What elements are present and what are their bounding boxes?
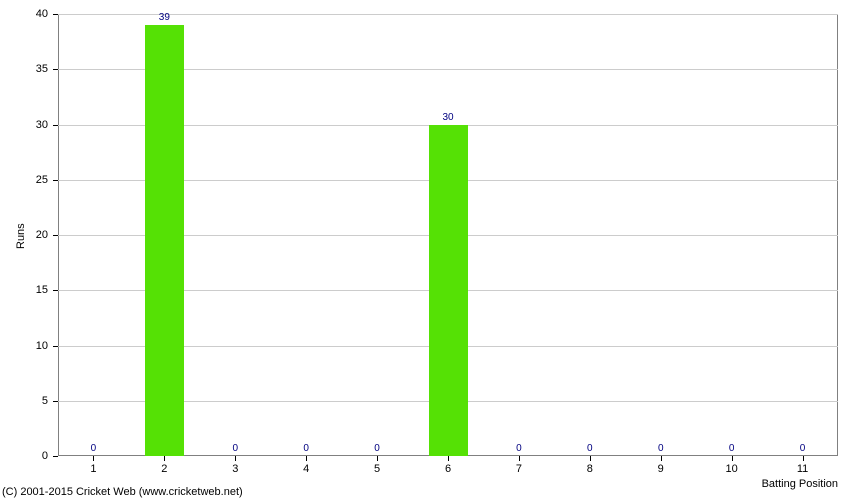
y-tick	[53, 180, 58, 181]
bar-value-label: 0	[729, 443, 735, 454]
y-tick	[53, 290, 58, 291]
x-tick-label: 5	[374, 463, 380, 475]
y-axis-title: Runs	[15, 223, 27, 249]
bar-value-label: 0	[232, 443, 238, 454]
x-tick	[235, 456, 236, 461]
plot-area: 0390003000000	[58, 14, 838, 456]
x-tick-label: 4	[303, 463, 309, 475]
x-tick	[448, 456, 449, 461]
x-tick-label: 8	[587, 463, 593, 475]
bar-value-label: 0	[303, 443, 309, 454]
x-tick-label: 9	[658, 463, 664, 475]
x-tick	[803, 456, 804, 461]
x-tick	[377, 456, 378, 461]
bar-value-label: 0	[800, 443, 806, 454]
bar-value-label: 30	[442, 112, 453, 123]
x-tick	[164, 456, 165, 461]
x-axis-title: Batting Position	[762, 478, 838, 490]
bar	[429, 125, 468, 457]
copyright-text: (C) 2001-2015 Cricket Web (www.cricketwe…	[2, 486, 243, 498]
x-tick-label: 6	[445, 463, 451, 475]
y-tick	[53, 346, 58, 347]
y-tick	[53, 14, 58, 15]
y-tick-label: 25	[0, 174, 48, 186]
y-tick-label: 5	[0, 395, 48, 407]
y-tick	[53, 456, 58, 457]
y-tick	[53, 69, 58, 70]
bar-value-label: 0	[374, 443, 380, 454]
y-tick-label: 30	[0, 119, 48, 131]
x-tick-label: 11	[797, 463, 808, 475]
y-tick-label: 40	[0, 8, 48, 20]
x-tick	[590, 456, 591, 461]
y-tick-label: 10	[0, 340, 48, 352]
y-tick-label: 15	[0, 284, 48, 296]
y-tick	[53, 401, 58, 402]
x-tick	[661, 456, 662, 461]
y-tick-label: 0	[0, 450, 48, 462]
bar-value-label: 0	[91, 443, 97, 454]
bar	[145, 25, 184, 456]
bar-value-label: 0	[516, 443, 522, 454]
y-tick	[53, 235, 58, 236]
y-gridline	[58, 14, 838, 15]
chart-container: 0390003000000 05101520253035401234567891…	[0, 0, 850, 500]
x-tick-label: 7	[516, 463, 522, 475]
y-tick-label: 35	[0, 63, 48, 75]
x-tick-label: 1	[90, 463, 96, 475]
x-tick	[93, 456, 94, 461]
y-tick	[53, 125, 58, 126]
bar-value-label: 0	[658, 443, 664, 454]
x-tick	[519, 456, 520, 461]
bar-value-label: 0	[587, 443, 593, 454]
x-tick-label: 2	[161, 463, 167, 475]
x-tick	[306, 456, 307, 461]
x-tick-label: 10	[726, 463, 738, 475]
x-tick	[732, 456, 733, 461]
x-tick-label: 3	[232, 463, 238, 475]
